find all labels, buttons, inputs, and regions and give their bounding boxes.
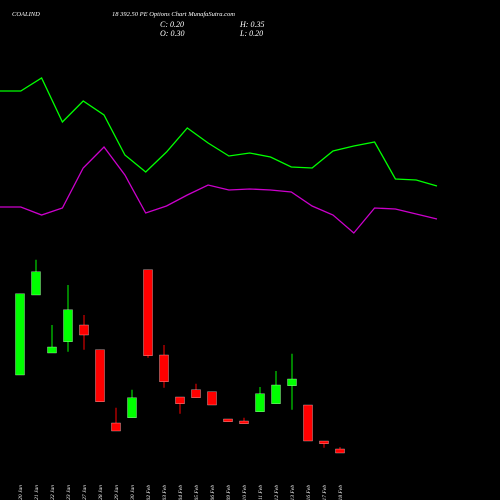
candle-body bbox=[127, 397, 137, 418]
overlay-line bbox=[0, 146, 438, 234]
x-tick-label: 13 Feb bbox=[290, 485, 296, 500]
x-tick-label: 27 Jan bbox=[82, 485, 88, 500]
x-tick-label: 20 Jan bbox=[18, 485, 24, 500]
x-tick-label: 16 Feb bbox=[306, 485, 312, 500]
x-tick-label: 03 Feb bbox=[162, 485, 168, 500]
candle-body bbox=[143, 269, 153, 356]
candle-body bbox=[239, 420, 249, 424]
open-label: O: 0.30 bbox=[160, 29, 184, 38]
x-tick-label: 02 Feb bbox=[146, 485, 152, 500]
low-label: L: 0.20 bbox=[239, 29, 263, 38]
candle-body bbox=[31, 271, 41, 296]
x-tick-label: 18 Feb bbox=[338, 485, 344, 500]
candle-body bbox=[207, 391, 217, 406]
x-tick-label: 29 Jan bbox=[114, 485, 120, 500]
candle-body bbox=[63, 309, 73, 342]
x-tick-label: 21 Jan bbox=[34, 485, 40, 500]
chart-title: 18 392.50 PE Options Chart MunafaSutra.c… bbox=[112, 11, 235, 18]
x-tick-label: 10 Feb bbox=[242, 485, 248, 500]
candle-body bbox=[223, 418, 233, 422]
high-label: H: 0.35 bbox=[239, 20, 264, 29]
candle-body bbox=[95, 349, 105, 402]
candle-body bbox=[79, 324, 89, 336]
x-tick-label: 12 Feb bbox=[274, 485, 280, 500]
candle-body bbox=[159, 354, 169, 382]
symbol: COALIND bbox=[12, 11, 40, 18]
x-tick-label: 04 Feb bbox=[177, 485, 184, 500]
candle-body bbox=[319, 440, 329, 444]
candle-body bbox=[15, 293, 25, 376]
x-tick-label: 23 Jan bbox=[66, 485, 72, 500]
overlay-line bbox=[0, 77, 438, 187]
x-tick-label: 28 Jan bbox=[98, 485, 104, 500]
x-tick-label: 11 Feb bbox=[258, 485, 264, 500]
candle-body bbox=[47, 346, 57, 354]
candle-body bbox=[287, 378, 297, 386]
x-tick-label: 30 Jan bbox=[130, 485, 136, 500]
candle-body bbox=[255, 393, 265, 412]
candle-body bbox=[335, 448, 345, 454]
x-tick-label: 17 Feb bbox=[322, 485, 328, 500]
close-label: C: 0.20 bbox=[160, 20, 184, 29]
x-tick-label: 06 Feb bbox=[210, 485, 216, 500]
candle-body bbox=[175, 396, 185, 404]
x-tick-label: 09 Feb bbox=[226, 485, 232, 500]
x-tick-label: 22 Jan bbox=[50, 485, 56, 500]
candle-body bbox=[271, 384, 281, 404]
candle-body bbox=[111, 422, 121, 432]
x-tick-label: 05 Feb bbox=[194, 485, 200, 500]
candle-body bbox=[191, 389, 201, 398]
candle-body bbox=[303, 404, 313, 442]
